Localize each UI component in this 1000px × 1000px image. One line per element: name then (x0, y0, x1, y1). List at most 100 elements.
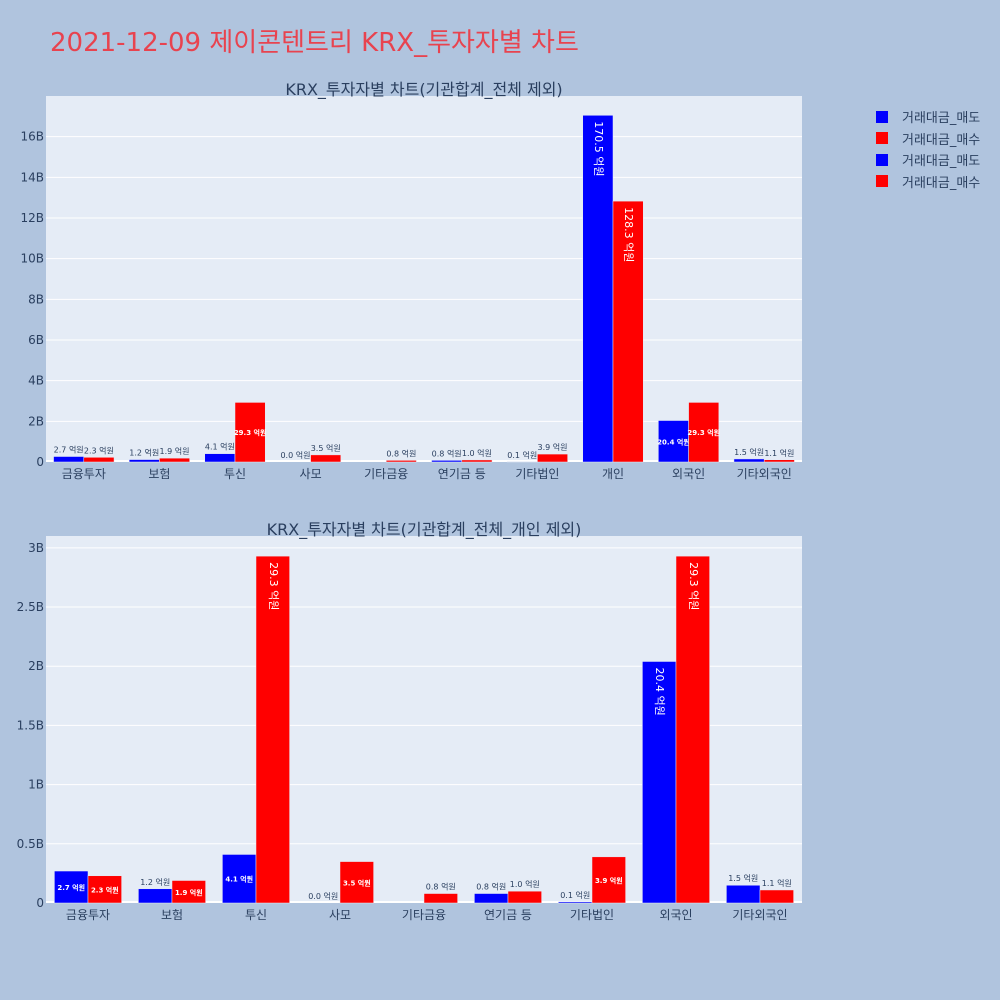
legend-item[interactable]: 거래대금_매도 (876, 149, 980, 171)
y-tick-label: 8B (28, 292, 44, 306)
bar (83, 457, 115, 463)
y-tick-label: 0.5B (17, 837, 44, 851)
bar-value-label: 1.2 억원 (140, 877, 170, 887)
bar (726, 884, 761, 904)
bar-value-label: 4.1 억원 (205, 442, 235, 452)
bar-value-label: 0.8 억원 (432, 448, 462, 458)
bar-value-label: 4.1 억원 (225, 875, 253, 884)
bar (658, 420, 689, 463)
legend-label: 거래대금_매수 (902, 175, 981, 191)
bar-value-label: 0.1 억원 (507, 450, 537, 460)
x-tick-label: 보험 (161, 908, 183, 922)
bar (255, 555, 290, 904)
legend-label: 거래대금_매도 (902, 154, 981, 170)
legend[interactable]: 거래대금_매도 거래대금_매수 거래대금_매도 거래대금_매수 (876, 106, 980, 192)
bar (138, 888, 173, 904)
bar-value-label: 0.1 억원 (560, 890, 590, 900)
bar (423, 893, 458, 904)
x-tick-label: 기타금융 (364, 467, 408, 481)
legend-swatch (876, 132, 888, 145)
x-tick-label: 보험 (148, 467, 170, 481)
y-tick-label: 4B (28, 374, 44, 388)
bar-value-label: 29.3 억원 (267, 562, 280, 610)
bar (54, 870, 89, 904)
x-tick-label: 연기금 등 (438, 467, 486, 481)
bar (759, 889, 794, 904)
bar-value-label: 3.5 억원 (343, 878, 371, 887)
bar-value-label: 1.0 억원 (462, 448, 492, 458)
legend-label: 거래대금_매수 (902, 132, 981, 148)
x-tick-label: 연기금 등 (484, 908, 532, 922)
bar-value-label: 128.3 억원 (622, 207, 635, 262)
bar (591, 856, 626, 904)
bar (431, 460, 463, 463)
bar (537, 453, 568, 463)
bar-value-label: 3.9 억원 (595, 876, 623, 885)
bar (461, 459, 493, 463)
chart-title: KRX_투자자별 차트(기관합계_전체 제외) (285, 80, 562, 100)
x-tick-label: 사모 (329, 908, 351, 922)
bar-value-label: 1.1 억원 (764, 448, 794, 458)
bar-value-label: 3.5 억원 (311, 443, 341, 453)
legend-item[interactable]: 거래대금_매수 (876, 128, 980, 150)
y-tick-label: 1.5B (17, 718, 44, 732)
bar (763, 459, 795, 463)
bar-value-label: 29.3 억원 (687, 562, 700, 610)
x-tick-label: 외국인 (659, 908, 692, 922)
bar (234, 402, 266, 463)
x-tick-label: 외국인 (672, 467, 705, 481)
legend-swatch (876, 153, 888, 166)
plot-area (46, 96, 802, 462)
legend-label: 거래대금_매도 (902, 111, 981, 127)
bar (507, 890, 542, 904)
bar-value-label: 1.2 억원 (129, 448, 159, 458)
x-tick-label: 기타금융 (402, 908, 446, 922)
bar-value-label: 29.3 억원 (687, 428, 720, 437)
x-tick-label: 금융투자 (66, 908, 110, 922)
y-tick-label: 12B (20, 211, 44, 225)
bar-value-label: 1.9 억원 (160, 446, 190, 456)
bar (204, 453, 236, 463)
y-tick-label: 0 (36, 896, 44, 910)
bar-value-label: 20.4 억원 (657, 437, 690, 446)
bar-value-label: 29.3 억원 (234, 428, 267, 437)
bar-value-label: 2.3 억원 (84, 445, 114, 455)
y-tick-label: 16B (20, 130, 44, 144)
y-tick-label: 2B (28, 659, 44, 673)
bar-value-label: 2.7 억원 (54, 445, 84, 455)
y-tick-label: 2.5B (17, 600, 44, 614)
y-tick-label: 14B (20, 170, 44, 184)
x-tick-label: 기타법인 (570, 908, 614, 922)
y-tick-label: 1B (28, 778, 44, 792)
bar (385, 460, 417, 463)
y-tick-label: 6B (28, 333, 44, 347)
bar (171, 880, 206, 904)
x-tick-label: 금융투자 (62, 467, 106, 481)
x-tick-label: 사모 (300, 467, 322, 481)
bar (733, 458, 765, 463)
bar-value-label: 20.4 억원 (653, 667, 666, 715)
bar-value-label: 2.3 억원 (91, 885, 119, 894)
bar (642, 661, 677, 904)
y-tick-label: 0 (36, 455, 44, 469)
bar (675, 555, 710, 904)
bar-value-label: 0.8 억원 (426, 882, 456, 892)
bar (87, 875, 122, 904)
bar-value-label: 1.5 억원 (728, 873, 758, 883)
bar (688, 402, 720, 463)
legend-item[interactable]: 거래대금_매수 (876, 171, 980, 193)
bar (222, 854, 257, 904)
bar-value-label: 1.9 억원 (175, 888, 203, 897)
x-tick-label: 기타외국인 (737, 467, 792, 481)
chart-title: KRX_투자자별 차트(기관합계_전체_개인 제외) (267, 520, 582, 540)
bar (310, 454, 342, 463)
bar-value-label: 170.5 억원 (592, 121, 605, 176)
x-tick-label: 개인 (602, 467, 624, 481)
legend-swatch (876, 110, 888, 123)
bar (53, 456, 85, 463)
bar-value-label: 1.1 억원 (762, 878, 792, 888)
bar-value-label: 0.0 억원 (280, 450, 310, 460)
legend-item[interactable]: 거래대금_매도 (876, 106, 980, 128)
x-tick-label: 투신 (224, 467, 246, 481)
x-tick-label: 기타외국인 (732, 908, 787, 922)
